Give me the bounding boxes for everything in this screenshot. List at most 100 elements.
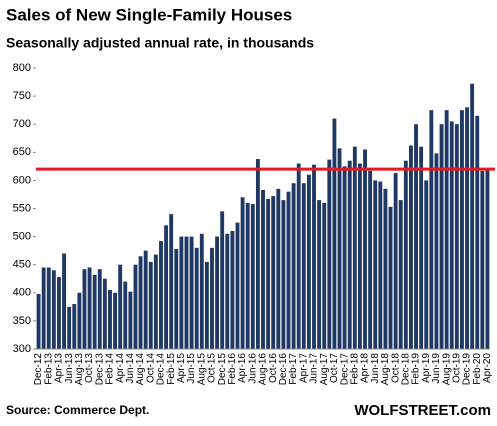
x-tick-label: Oct-15 bbox=[207, 353, 218, 383]
x-tick-label: Dec-16 bbox=[278, 353, 289, 386]
bar bbox=[199, 233, 204, 349]
bar bbox=[480, 170, 485, 349]
bar bbox=[357, 163, 362, 349]
x-tick-label: Oct-18 bbox=[390, 353, 401, 383]
bar bbox=[301, 183, 306, 349]
bar bbox=[342, 166, 347, 349]
bar bbox=[108, 289, 112, 349]
x-tick-label: Feb-13 bbox=[43, 353, 54, 385]
x-tick-label: Apr-17 bbox=[298, 353, 309, 383]
x-tick-label: Jun-18 bbox=[370, 353, 381, 384]
x-tick-label: Feb-18 bbox=[349, 353, 360, 385]
bar bbox=[393, 173, 398, 349]
bar bbox=[51, 270, 56, 349]
source: Source: Commerce Dept. bbox=[6, 403, 149, 417]
bar bbox=[169, 214, 174, 349]
x-tick-label: Jun-13 bbox=[64, 353, 75, 384]
bar bbox=[153, 254, 158, 349]
y-tick-label: 450 bbox=[13, 259, 31, 271]
bar bbox=[210, 247, 214, 349]
bar bbox=[271, 196, 276, 349]
bar bbox=[123, 281, 128, 349]
bar bbox=[383, 188, 388, 349]
bar bbox=[291, 183, 296, 349]
bar bbox=[204, 261, 209, 349]
bar bbox=[82, 269, 87, 349]
x-tick-label: Oct-13 bbox=[84, 353, 95, 383]
bar bbox=[92, 274, 97, 349]
x-tick-label: Feb-19 bbox=[411, 353, 422, 385]
bar bbox=[215, 236, 220, 349]
x-tick-label: Apr-16 bbox=[237, 353, 248, 383]
bar bbox=[266, 198, 271, 349]
bar bbox=[281, 200, 286, 349]
bar bbox=[465, 107, 469, 349]
x-tick-label: Oct-14 bbox=[145, 353, 156, 383]
bar bbox=[102, 278, 107, 349]
x-tick-label: Oct-17 bbox=[329, 353, 340, 383]
x-tick-label: Oct-16 bbox=[268, 353, 279, 383]
bar bbox=[255, 159, 260, 349]
bar bbox=[317, 200, 322, 349]
x-tick-label: Apr-14 bbox=[115, 353, 126, 383]
y-tick-label: 400 bbox=[13, 287, 31, 299]
x-tick-label: Feb-14 bbox=[105, 353, 116, 385]
bar bbox=[113, 292, 118, 349]
bar bbox=[225, 233, 230, 349]
bar bbox=[220, 211, 225, 349]
bar bbox=[230, 230, 235, 349]
x-tick-label: Apr-19 bbox=[421, 353, 432, 383]
bar bbox=[77, 292, 82, 349]
x-tick-label: Apr-13 bbox=[54, 353, 65, 383]
bar bbox=[388, 206, 393, 349]
y-tick-label: 550 bbox=[13, 202, 31, 214]
bar bbox=[179, 236, 184, 349]
y-tick-label: 800 bbox=[13, 62, 31, 74]
x-tick-label: Jun-16 bbox=[247, 353, 258, 384]
bar bbox=[261, 189, 265, 349]
x-tick-label: Feb-17 bbox=[288, 353, 299, 385]
x-tick-label: Aug-17 bbox=[319, 353, 330, 386]
bar bbox=[444, 110, 449, 350]
x-tick-label: Aug-16 bbox=[258, 353, 269, 386]
bar bbox=[276, 188, 281, 349]
x-tick-label: Dec-19 bbox=[462, 353, 473, 386]
bar bbox=[368, 170, 373, 349]
x-tick-label: Dec-12 bbox=[33, 353, 44, 386]
bar bbox=[235, 222, 240, 349]
bar bbox=[337, 148, 342, 349]
bar bbox=[72, 304, 77, 349]
bar bbox=[159, 241, 163, 349]
x-tick-label: Feb-20 bbox=[472, 353, 483, 385]
y-tick-label: 300 bbox=[13, 343, 31, 355]
chart-subtitle: Seasonally adjusted annual rate, in thou… bbox=[6, 35, 314, 51]
bar bbox=[434, 153, 439, 349]
bar bbox=[429, 110, 434, 350]
x-tick-label: Dec-14 bbox=[156, 353, 167, 386]
bar bbox=[250, 204, 255, 349]
bar bbox=[46, 267, 51, 349]
bar bbox=[439, 124, 444, 349]
y-tick-label: 500 bbox=[13, 231, 31, 243]
bar bbox=[373, 180, 378, 349]
x-tick-label: Dec-15 bbox=[217, 353, 228, 386]
bar bbox=[449, 121, 454, 349]
bar bbox=[97, 269, 102, 349]
x-tick-label: Aug-14 bbox=[135, 353, 146, 386]
x-tick-label: Dec-18 bbox=[400, 353, 411, 386]
bar bbox=[363, 149, 367, 349]
bar bbox=[143, 250, 148, 349]
bar bbox=[470, 83, 475, 350]
y-tick-label: 350 bbox=[13, 315, 31, 327]
x-tick-label: Aug-13 bbox=[74, 353, 85, 386]
bar bbox=[118, 264, 123, 349]
x-tick-label: Jun-19 bbox=[431, 353, 442, 384]
y-tick-label: 650 bbox=[13, 146, 31, 158]
bar bbox=[87, 267, 92, 349]
x-tick-label: Dec-17 bbox=[339, 353, 350, 386]
brand: WOLFSTREET.com bbox=[354, 402, 491, 419]
bar bbox=[240, 197, 245, 349]
x-tick-label: Oct-19 bbox=[451, 353, 462, 383]
bar bbox=[128, 291, 133, 349]
